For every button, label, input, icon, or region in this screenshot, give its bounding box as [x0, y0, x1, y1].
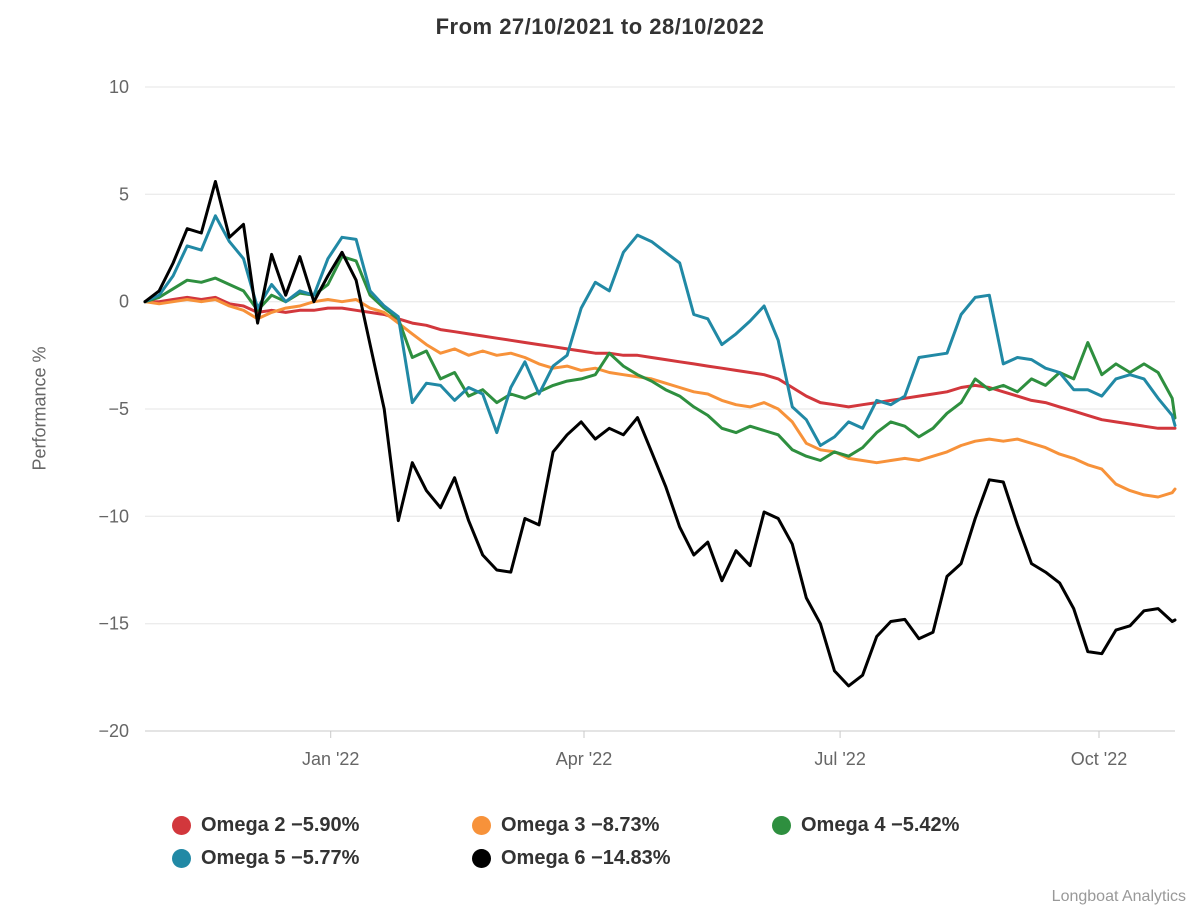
- y-tick-label: −20: [98, 721, 129, 741]
- series-value: −14.83%: [591, 847, 671, 869]
- plot-area: 10 5 0 −5 −10 −15 −20 Jan '22 Apr '22 Jul '22 Oct …: [98, 77, 1177, 769]
- series-name: Omega 3: [501, 814, 586, 836]
- legend-item-omega-3[interactable]: Omega 3 −8.73%: [472, 809, 772, 842]
- legend-item-omega-4[interactable]: Omega 4 −5.42%: [772, 809, 1072, 842]
- y-tick-label: 10: [109, 77, 129, 97]
- series-value: −5.77%: [291, 847, 360, 869]
- legend-marker-omega-2: [172, 816, 191, 835]
- x-tick-label: Apr '22: [556, 749, 612, 769]
- legend-label-omega-4: Omega 4 −5.42%: [801, 814, 959, 837]
- legend-marker-omega-6: [472, 849, 491, 868]
- chart-title: From 27/10/2021 to 28/10/2022: [435, 14, 765, 39]
- credits-label[interactable]: Longboat Analytics: [1051, 888, 1186, 905]
- legend-item-omega-2[interactable]: Omega 2 −5.90%: [172, 809, 472, 842]
- series-name: Omega 6: [501, 847, 586, 869]
- series-value: −5.42%: [891, 814, 960, 836]
- x-tick-label: Jan '22: [302, 749, 359, 769]
- legend-label-omega-2: Omega 2 −5.90%: [201, 814, 359, 837]
- series-name: Omega 5: [201, 847, 286, 869]
- series-value: −8.73%: [591, 814, 660, 836]
- legend-label-omega-3: Omega 3 −8.73%: [501, 814, 659, 837]
- legend: Omega 2 −5.90% Omega 3 −8.73% Omega 4 −5…: [172, 809, 1112, 875]
- y-tick-label: −15: [98, 614, 129, 634]
- legend-marker-omega-5: [172, 849, 191, 868]
- legend-item-omega-5[interactable]: Omega 5 −5.77%: [172, 842, 472, 875]
- series-line-omega-2: [143, 295, 1177, 430]
- legend-item-omega-6[interactable]: Omega 6 −14.83%: [472, 842, 772, 875]
- y-tick-label: −10: [98, 506, 129, 526]
- series-line-omega-5: [143, 214, 1177, 447]
- legend-marker-omega-3: [472, 816, 491, 835]
- x-tick-label: Oct '22: [1071, 749, 1127, 769]
- series-line-omega-6: [143, 180, 1177, 688]
- legend-label-omega-5: Omega 5 −5.77%: [201, 847, 359, 870]
- legend-marker-omega-4: [772, 816, 791, 835]
- series-line-omega-3: [143, 298, 1177, 499]
- series-value: −5.90%: [291, 814, 360, 836]
- legend-label-omega-6: Omega 6 −14.83%: [501, 847, 671, 870]
- series-name: Omega 4: [801, 814, 886, 836]
- y-tick-label: −5: [108, 399, 129, 419]
- y-tick-label: 5: [119, 184, 129, 204]
- y-tick-label: 0: [119, 292, 129, 312]
- x-tick-label: Jul '22: [814, 749, 865, 769]
- series-name: Omega 2: [201, 814, 286, 836]
